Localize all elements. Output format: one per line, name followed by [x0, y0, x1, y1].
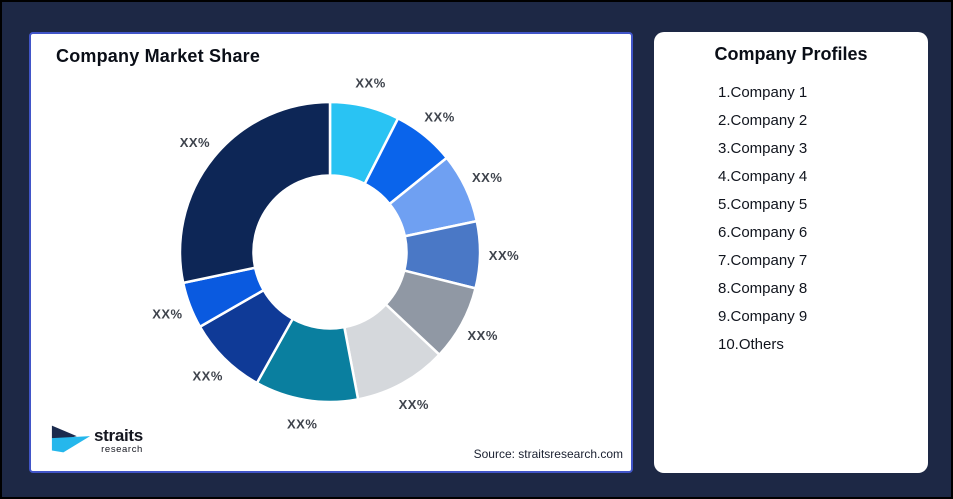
- market-share-donut-chart: XX% XX% XX% XX% XX% XX% XX% XX% XX% XX%: [152, 75, 519, 431]
- chart-title: Company Market Share: [56, 46, 261, 66]
- company-list-item: 9.Company 9: [718, 308, 808, 325]
- logo-name: straits: [94, 426, 143, 445]
- donut-segment-label: XX%: [424, 109, 454, 124]
- donut-segment-label: XX%: [467, 328, 497, 343]
- profiles-title: Company Profiles: [714, 44, 868, 64]
- donut-segment-label: XX%: [180, 135, 210, 150]
- company-list-item: 6.Company 6: [718, 224, 808, 241]
- donut-segment-label: XX%: [399, 397, 429, 412]
- source-attribution: Source: straitsresearch.com: [473, 447, 623, 461]
- donut-segment-label: XX%: [152, 307, 182, 322]
- company-list-item: 10.Others: [718, 336, 784, 353]
- company-list-item: 7.Company 7: [718, 252, 808, 269]
- logo-subname: research: [101, 444, 143, 455]
- logo-text-block: straits research: [94, 427, 143, 455]
- company-list-item: 3.Company 3: [718, 140, 808, 157]
- company-list-item: 1.Company 1: [718, 84, 808, 101]
- donut-segment-label: XX%: [287, 416, 317, 431]
- market-share-card: Company Market Share XX% XX% XX% XX% XX% XX% X…: [29, 32, 633, 473]
- company-list-item: 4.Company 4: [718, 168, 808, 185]
- donut-segment-label: XX%: [472, 170, 502, 185]
- donut-segment-label: XX%: [489, 248, 519, 263]
- straits-research-logo: straits research: [50, 424, 143, 455]
- straits-research-logo-icon: [51, 425, 91, 453]
- company-profiles-list: 1.Company 1 2.Company 2 3.Company 3 4.Compa…: [718, 79, 928, 359]
- company-profiles-card: Company Profiles 1.Company 1 2.Company 2 3…: [654, 32, 928, 473]
- company-list-item: 5.Company 5: [718, 196, 808, 213]
- donut-segment-label: XX%: [355, 75, 385, 90]
- company-list-item: 2.Company 2: [718, 112, 808, 129]
- donut-segment-others: [178, 100, 332, 285]
- donut-segment-label: XX%: [192, 368, 222, 383]
- company-list-item: 8.Company 8: [718, 280, 808, 297]
